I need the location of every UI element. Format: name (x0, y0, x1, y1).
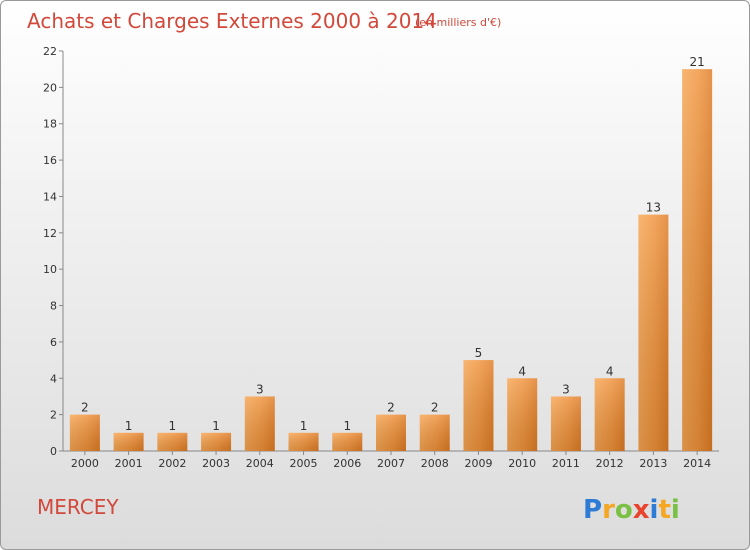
x-tick-label: 2001 (115, 457, 143, 470)
bar-value-label: 1 (300, 419, 308, 433)
bar-shade (463, 360, 494, 451)
y-tick-label: 0 (50, 445, 57, 458)
logo-letter: P (583, 495, 602, 525)
chart-title: Achats et Charges Externes 2000 à 2014 (27, 9, 437, 33)
chart-subtitle: (en milliers d'€) (415, 16, 501, 29)
bar-shade (594, 378, 625, 451)
bar-value-label: 2 (387, 401, 395, 415)
x-tick-label: 2014 (683, 457, 711, 470)
y-tick-label: 16 (43, 154, 57, 167)
bar-shade (638, 214, 669, 451)
bar-shade (376, 414, 406, 451)
y-tick-label: 4 (50, 372, 57, 385)
x-tick-label: 2012 (596, 457, 624, 470)
bar-value-label: 1 (212, 419, 220, 433)
x-tick-label: 2009 (464, 457, 492, 470)
bar-value-label: 1 (169, 419, 177, 433)
bar-shade (550, 396, 581, 451)
bar-value-label: 3 (562, 382, 570, 396)
y-tick-label: 20 (43, 81, 57, 94)
bar-value-label: 1 (343, 419, 351, 433)
y-tick-label: 22 (43, 45, 57, 58)
x-tick-label: 2011 (552, 457, 580, 470)
logo-letter: i (671, 495, 680, 525)
proxiti-logo: Proxiti (583, 495, 680, 525)
logo-letter: r (602, 495, 615, 525)
y-tick-label: 10 (43, 263, 57, 276)
y-tick-label: 6 (50, 336, 57, 349)
x-tick-label: 2006 (333, 457, 361, 470)
y-tick-label: 14 (43, 190, 57, 203)
x-tick-label: 2008 (421, 457, 449, 470)
bar-value-label: 4 (606, 364, 614, 378)
logo-letter: t (658, 495, 670, 525)
bar-value-label: 1 (125, 419, 133, 433)
x-tick-label: 2004 (246, 457, 274, 470)
bar-value-label: 2 (431, 401, 439, 415)
x-tick-label: 2003 (202, 457, 230, 470)
y-tick-label: 12 (43, 227, 57, 240)
logo-letter: i (650, 495, 659, 525)
x-tick-label: 2013 (639, 457, 667, 470)
bar-shade (69, 414, 100, 451)
bar-value-label: 13 (646, 201, 661, 215)
bar-shade (288, 432, 319, 451)
logo-letter: o (615, 495, 633, 525)
bar-shade (244, 396, 275, 451)
logo-letter: x (633, 495, 650, 525)
bar-shade (332, 432, 363, 451)
bar-shade (419, 414, 450, 451)
x-axis: 2000 2001 2002 2003 2004 2005 2006 2007 2008 2009… (63, 450, 719, 470)
y-tick-label: 8 (50, 300, 57, 313)
bar-shade (201, 432, 232, 451)
bar-shade (507, 378, 538, 451)
x-tick-label: 2005 (290, 457, 318, 470)
x-tick-label: 2002 (158, 457, 186, 470)
bar-value-label: 21 (689, 55, 704, 69)
bar-shade (157, 432, 188, 451)
x-tick-label: 2007 (377, 457, 405, 470)
y-tick-label: 2 (50, 409, 57, 422)
bar-value-label: 5 (475, 346, 483, 360)
y-tick-label: 18 (43, 118, 57, 131)
x-tick-label: 2000 (71, 457, 99, 470)
bar-value-label: 4 (518, 364, 526, 378)
bar-shade (682, 69, 713, 451)
place-name: MERCEY (37, 495, 119, 519)
bar-value-label: 2 (81, 401, 89, 415)
bars (69, 69, 713, 451)
bar-shade (113, 432, 144, 451)
bar-value-label: 3 (256, 382, 264, 396)
x-tick-label: 2010 (508, 457, 536, 470)
y-axis: 0 2 4 6 8 10 12 14 16 18 20 22 (43, 45, 64, 458)
